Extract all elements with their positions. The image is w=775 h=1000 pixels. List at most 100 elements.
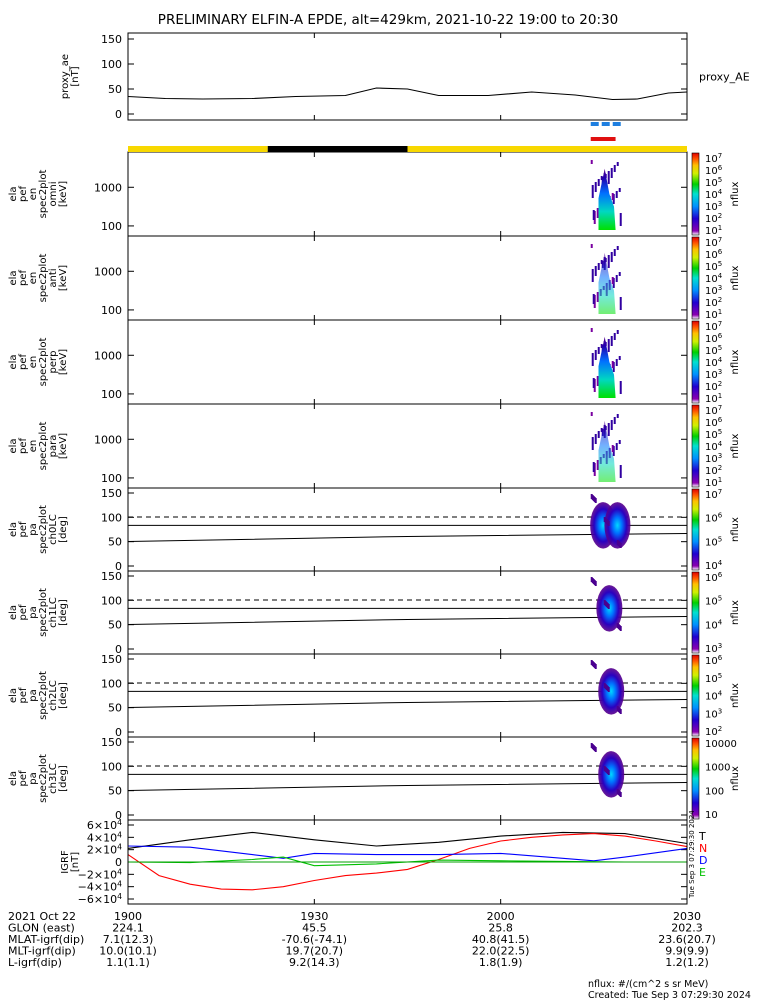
- pitch-angle-ch2LC-ylabel-line: spec2plot: [38, 671, 49, 720]
- spectrogram-para-speckle: [610, 420, 613, 430]
- spectrogram-anti-speckle: [591, 269, 594, 282]
- xaxis-cell: 9.9(9.9): [665, 945, 709, 958]
- spectrogram-para-speckle: [616, 414, 619, 418]
- spectrogram-anti-speckle: [613, 249, 616, 256]
- spectrogram-perp-colorbar: [691, 320, 700, 404]
- spectrogram-perp-speckle: [590, 328, 593, 332]
- pitch-angle-ch2LC-ytick-label: 100: [101, 677, 122, 690]
- spectrogram-omni-ytick-label: 100: [101, 220, 122, 233]
- spectrogram-omni-speckle: [590, 160, 593, 164]
- pitch-angle-ch1LC-ylabel-line: ela: [8, 605, 19, 620]
- pitch-angle-ch1LC-panel: ela pef pa spec2plot ch1LC [deg] 150 100 50 0 106 1…: [8, 570, 741, 656]
- pitch-angle-ch1LC-colorbar: [691, 571, 700, 654]
- xaxis-cell: 202.3: [671, 922, 703, 935]
- pitch-angle-ch3LC-ylabel-line: spec2plot: [38, 754, 49, 803]
- xaxis-cell: 23.6(20.7): [658, 933, 716, 946]
- proxy_ae-legend: proxy_AE: [699, 71, 750, 84]
- spectrogram-perp-speckle: [592, 378, 595, 388]
- xaxis-cell: 1930: [300, 910, 328, 923]
- spectrogram-para-speckle: [594, 434, 597, 444]
- pitch-angle-ch1LC-ylabel-line: pef: [18, 604, 29, 621]
- spectrogram-para-ytick-label: 1000: [94, 433, 122, 446]
- pitch-angle-ch3LC-colorbar-tick: 10000: [705, 739, 737, 750]
- pitch-angle-ch3LC-colorbar-tick: 1000: [705, 763, 730, 774]
- spectrogram-omni-speckle: [613, 165, 616, 172]
- pitch-angle-ch2LC-flux-blob: [598, 668, 625, 715]
- pitch-angle-ch3LC-speckle: [594, 747, 597, 752]
- xaxis-cell: 25.8: [488, 922, 513, 935]
- spectrogram-anti-colorbar: [691, 236, 700, 320]
- pitch-angle-ch0LC-colorbar-label: nflux: [730, 517, 741, 542]
- proxy_ae-ytick-label: 0: [115, 108, 122, 121]
- xaxis-cell: 45.5: [302, 922, 327, 935]
- pitch-angle-ch1LC-colorbar-tick: 105: [705, 595, 722, 608]
- igrf-ylabel-line: IGRF: [60, 850, 71, 874]
- spectrogram-anti-flux-region: [598, 252, 616, 314]
- pitch-angle-ch3LC-ytick-label: 150: [101, 736, 122, 749]
- pitch-angle-ch3LC-colorbar-tick: 10: [705, 810, 718, 821]
- pitch-angle-ch2LC-colorbar-label: nflux: [730, 683, 741, 708]
- proxy_ae-series-0: [127, 87, 688, 101]
- pitch-angle-ch2LC-ylabel-line: [deg]: [58, 682, 69, 709]
- igrf-ytick-label: −6×104: [78, 892, 122, 907]
- pitch-angle-ch2LC-panel: ela pef pa spec2plot ch2LC [deg] 150 100 50 0 106 1…: [8, 653, 741, 739]
- igrf-ytick-label: 0: [115, 856, 122, 869]
- xaxis-cell: 9.2(14.3): [289, 956, 340, 969]
- pitch-angle-ch2LC-colorbar-tick: 103: [705, 707, 722, 720]
- spectrogram-perp-speckle: [591, 353, 594, 366]
- pitch-angle-ch3LC-ytick-label: 100: [101, 760, 122, 773]
- pitch-angle-ch0LC-ylabel-line: pa: [28, 523, 39, 535]
- spectrogram-omni-ylabel-line: en: [28, 188, 39, 201]
- spectrogram-para-speckle: [600, 428, 603, 432]
- spectrogram-para-colorbar: [691, 404, 700, 488]
- spectrogram-perp-speckle: [600, 344, 603, 348]
- pitch-angle-ch0LC-ylabel-line: ela: [8, 522, 19, 537]
- spectrogram-perp-speckle: [594, 350, 597, 360]
- pitch-angle-ch1LC-ytick-label: 100: [101, 594, 122, 607]
- spectrogram-perp-panel: ela pef en spec2plot perp [keV] 10001001071061…: [8, 319, 741, 405]
- xaxis-cell: 2030: [673, 910, 701, 923]
- spectrogram-perp-ytick-label: 100: [101, 388, 122, 401]
- spectrogram-anti-speckle: [618, 272, 621, 276]
- pitch-angle-ch0LC-ytick-label: 100: [101, 511, 122, 524]
- pitch-angle-ch3LC-loss-cone-solid: [127, 781, 688, 791]
- pitch-angle-ch3LC-panel: ela pef pa spec2plot ch3LC [deg] 150 100 50 0 1000…: [8, 736, 741, 822]
- orbit-bar-segment: [128, 146, 268, 152]
- spectrogram-perp-speckle: [615, 359, 618, 366]
- igrf-legend-T: T: [698, 830, 706, 843]
- igrf-ylabel-line: [nT]: [70, 852, 81, 872]
- xaxis-cell: 7.1(12.3): [103, 933, 154, 946]
- pitch-angle-ch2LC-colorbar: [691, 654, 700, 737]
- spectrogram-omni-speckle: [616, 162, 619, 166]
- igrf-legend-E: E: [699, 866, 706, 879]
- pitch-angle-ch3LC-ylabel-line: ela: [8, 771, 19, 786]
- pitch-angle-ch0LC-speckle: [607, 521, 610, 526]
- pitch-angle-ch2LC-colorbar-tick: 102: [705, 725, 722, 738]
- igrf-legend-N: N: [699, 842, 707, 855]
- spectrogram-para-ylabel-line: ela: [8, 438, 19, 453]
- spectrogram-perp-ylabel-line: perp: [48, 351, 59, 374]
- spectrogram-para-ylabel-line: [keV]: [58, 433, 69, 459]
- spectrogram-para-speckle: [591, 437, 594, 450]
- spectrogram-anti-speckle: [616, 246, 619, 250]
- xaxis-cell: 1900: [114, 910, 142, 923]
- units-note: nflux: #/(cm^2 s sr MeV): [588, 979, 708, 990]
- spectrogram-anti-speckle: [607, 255, 610, 268]
- spectrogram-anti-speckle: [590, 244, 593, 248]
- pitch-angle-ch3LC-colorbar-label: nflux: [730, 766, 741, 791]
- pitch-angle-ch2LC-colorbar-tick: 106: [705, 654, 723, 667]
- spectrogram-omni-colorbar-label: nflux: [730, 181, 741, 206]
- proxy_ae-ytick-label: 100: [101, 58, 122, 71]
- xaxis-cell: 224.1: [112, 922, 144, 935]
- spectrogram-anti-speckle: [611, 277, 614, 284]
- pitch-angle-ch1LC-ylabel-line: spec2plot: [38, 588, 49, 637]
- orbit-bar-segment: [267, 146, 408, 152]
- igrf-ytick-label: 2×104: [87, 842, 122, 857]
- pitch-angle-ch1LC-ylabel-line: ch1LC: [48, 597, 59, 628]
- spectrogram-omni-flux-region: [598, 168, 616, 230]
- spectrogram-anti-speckle: [592, 294, 595, 304]
- spectrogram-omni-speckle: [615, 191, 618, 198]
- pitch-angle-ch0LC-ylabel-line: [deg]: [58, 516, 69, 543]
- pitch-angle-ch1LC-colorbar-tick: 106: [705, 571, 723, 584]
- igrf-legend-D: D: [699, 854, 707, 867]
